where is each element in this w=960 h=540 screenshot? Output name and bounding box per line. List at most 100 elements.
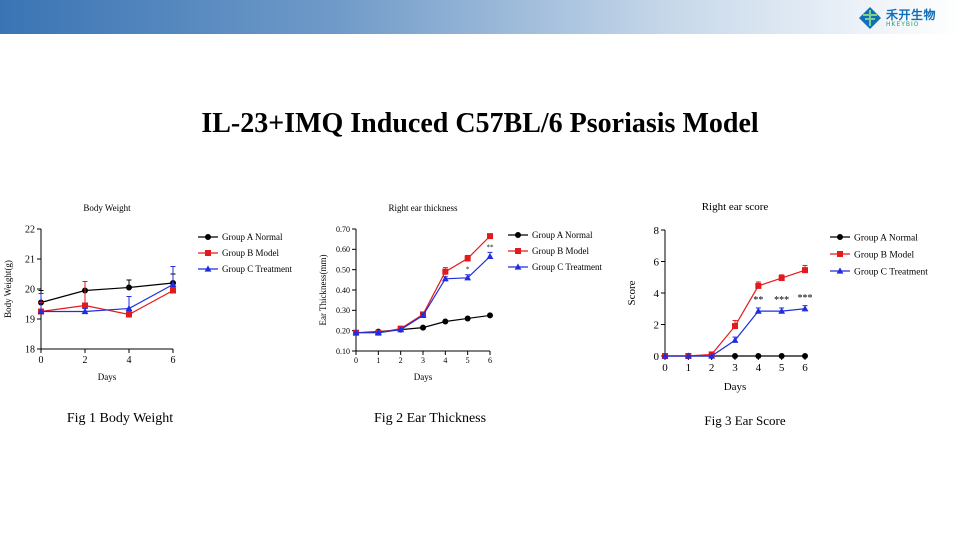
- chart-svg: Right ear thickness 0.10 0.20 0.30 0.40 0.50 0…: [318, 203, 603, 382]
- legend-marker: [205, 234, 211, 240]
- series-line: [356, 256, 491, 334]
- data-point: [169, 280, 177, 288]
- x-tick-label: 6: [802, 362, 808, 374]
- data-point: [464, 315, 471, 322]
- legend-label: Group C Treatment: [222, 264, 293, 274]
- x-tick-label: 2: [83, 355, 88, 366]
- x-tick-label: 3: [732, 362, 738, 374]
- x-tick-label: 5: [779, 362, 785, 374]
- data-point: [778, 307, 786, 314]
- y-tick-label: 6: [654, 256, 660, 268]
- legend-item: Group C Treatment: [508, 262, 603, 272]
- legend-marker: [836, 267, 844, 274]
- data-point: [81, 307, 89, 315]
- data-point: [170, 287, 176, 294]
- data-point: [82, 302, 88, 309]
- x-tick-label: 6: [171, 355, 176, 366]
- data-point: [352, 329, 360, 336]
- y-tick-label: 19: [25, 315, 35, 326]
- x-tick-label: 0: [662, 362, 668, 374]
- chart-title: Body Weight: [83, 203, 131, 213]
- series-line: [665, 308, 806, 357]
- data-point: [732, 323, 738, 330]
- data-point: [708, 352, 716, 359]
- y-tick-label: 20: [25, 285, 35, 296]
- series-B: [662, 264, 808, 359]
- x-tick-label: 0: [354, 356, 358, 365]
- data-point: [731, 336, 739, 343]
- y-axis-label: Body Weight(g): [3, 260, 13, 318]
- significance-label: *: [466, 266, 470, 274]
- data-point: [487, 233, 493, 240]
- x-tick-label: 4: [127, 355, 132, 366]
- x-tick-label: 2: [709, 362, 715, 374]
- x-tick-label: 1: [686, 362, 692, 374]
- data-point: [755, 282, 762, 289]
- data-point: [442, 268, 449, 275]
- y-tick-label: 18: [25, 345, 35, 356]
- y-tick-label: 22: [25, 225, 35, 236]
- company-logo: 禾开生物 HKEYBIO: [858, 6, 938, 32]
- ear-thickness-chart: Right ear thickness 0.10 0.20 0.30 0.40 0.50 0…: [310, 195, 630, 395]
- data-point: [126, 311, 132, 318]
- x-tick-label: 3: [421, 356, 425, 365]
- series-line: [40, 289, 174, 316]
- y-tick-label: 0.30: [336, 306, 350, 315]
- legend-label: Group B Model: [532, 246, 589, 256]
- page-title: IL-23+IMQ Induced C57BL/6 Psoriasis Mode…: [201, 108, 759, 139]
- legend-marker: [515, 232, 521, 238]
- chart-title: Right ear thickness: [389, 203, 458, 213]
- logo-subtext: HKEYBIO: [886, 21, 920, 28]
- legend-item: Group A Normal: [198, 232, 283, 242]
- data-point: [802, 353, 808, 359]
- significance-label: ***: [774, 295, 789, 306]
- legend-item: Group A Normal: [508, 230, 593, 240]
- legend-marker: [837, 234, 843, 240]
- x-tick-label: 4: [756, 362, 762, 374]
- data-point: [802, 267, 808, 274]
- data-point: [801, 305, 809, 312]
- logo-icon: [859, 7, 881, 29]
- y-tick-label: 0.10: [336, 347, 350, 356]
- y-tick-label: 0.40: [336, 286, 350, 295]
- x-tick-label: 4: [443, 356, 447, 365]
- data-point: [486, 252, 494, 260]
- series-line: [41, 283, 174, 313]
- legend-label: Group B Model: [222, 248, 279, 258]
- data-point: [778, 353, 785, 359]
- legend-label: Group C Treatment: [854, 267, 928, 277]
- legend-marker: [204, 265, 212, 272]
- data-point: [661, 352, 669, 359]
- series-B: [353, 233, 493, 336]
- x-axis-label: Days: [98, 372, 117, 382]
- data-point: [397, 326, 405, 333]
- data-point: [126, 284, 132, 291]
- header-gradient-bar: 禾开生物 HKEYBIO: [0, 0, 960, 34]
- legend-item: Group C Treatment: [830, 267, 928, 277]
- series-B: [38, 281, 176, 318]
- data-point: [441, 275, 449, 282]
- y-axis-label: Score: [626, 280, 638, 305]
- x-tick-label: 6: [488, 356, 492, 365]
- data-point: [732, 353, 738, 359]
- y-tick-label: 0.20: [336, 326, 350, 335]
- legend-item: Group B Model: [508, 246, 589, 256]
- x-tick-label: 5: [466, 356, 470, 365]
- series-C: [352, 251, 494, 336]
- y-axis-label: Ear Thickness(mm): [318, 254, 328, 325]
- legend-item: Group C Treatment: [198, 264, 293, 274]
- data-point: [374, 329, 382, 336]
- data-point: [778, 275, 785, 282]
- legend-item: Group A Normal: [830, 233, 918, 243]
- x-axis-label: Days: [414, 372, 433, 382]
- x-tick-label: 2: [399, 356, 403, 365]
- legend-label: Group A Normal: [532, 230, 593, 240]
- data-point: [684, 352, 692, 359]
- legend-marker: [514, 263, 522, 270]
- data-point: [420, 324, 426, 331]
- significance-label: ***: [798, 293, 813, 304]
- legend-item: Group B Model: [830, 250, 915, 260]
- legend-item: Group B Model: [198, 248, 279, 258]
- data-point: [419, 311, 427, 319]
